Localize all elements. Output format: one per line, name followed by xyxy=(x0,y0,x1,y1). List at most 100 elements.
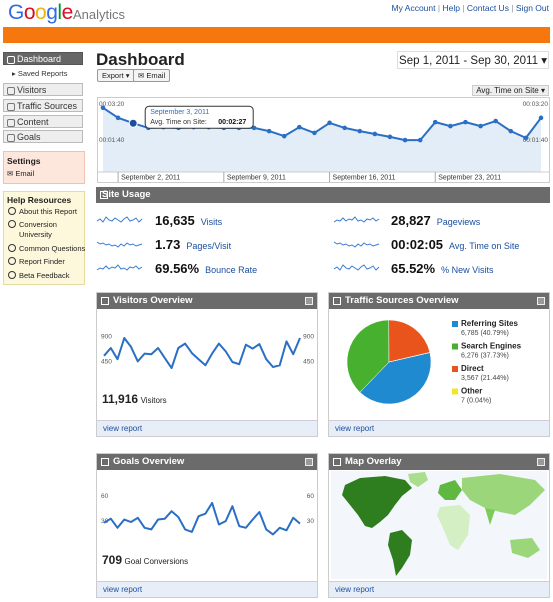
panel-header: Visitors Overview xyxy=(97,293,317,309)
help-item[interactable]: About this Report xyxy=(8,207,77,216)
nav-label: Traffic Sources xyxy=(17,101,78,111)
panel-footer: view report xyxy=(97,420,317,436)
nav-label: Visitors xyxy=(17,85,47,95)
nav-subitem[interactable]: ▸ Saved Reports xyxy=(12,69,68,78)
logo-letter: e xyxy=(61,1,74,24)
nav-item[interactable]: Traffic Sources xyxy=(3,99,83,112)
nav-label: Content xyxy=(17,117,49,127)
header-links: My Account | Help | Contact Us | Sign Ou… xyxy=(391,3,549,13)
panel-footer: view report xyxy=(329,420,549,436)
metric: 65.52% % New Visits xyxy=(391,261,493,276)
header-link[interactable]: My Account xyxy=(391,3,436,13)
button-label: Export xyxy=(102,71,124,80)
metric-label[interactable]: % New Visits xyxy=(441,265,494,275)
panel-title: Goals Overview xyxy=(113,456,185,467)
metric-value: 00:02:05 xyxy=(391,237,444,252)
metric-label[interactable]: Bounce Rate xyxy=(205,265,258,275)
panel-total: 11,916 Visitors xyxy=(102,392,167,406)
date-range-text: Sep 1, 2011 - Sep 30, 2011 xyxy=(399,55,538,67)
close-button[interactable] xyxy=(305,297,313,305)
logo-letter: G xyxy=(8,1,24,24)
metric-label[interactable]: Visits xyxy=(200,217,223,227)
nav-item[interactable]: Content xyxy=(3,115,83,128)
panel: Visitors Overview 11,916 Visitors view r… xyxy=(96,292,318,437)
metric-value: 65.52% xyxy=(391,261,436,276)
panel-header: Goals Overview xyxy=(97,454,317,470)
close-button[interactable] xyxy=(305,458,313,466)
section-title: Site Usage xyxy=(102,189,151,200)
help-box xyxy=(3,191,85,285)
panel: Map Overlay view report xyxy=(328,453,550,598)
product-name: Analytics xyxy=(73,7,126,22)
email-button[interactable]: ✉ Email xyxy=(133,69,171,82)
button-label: Email xyxy=(146,71,166,80)
sparkline xyxy=(96,264,143,271)
view-report-link[interactable]: view report xyxy=(335,424,375,433)
panel-header: Traffic Sources Overview xyxy=(329,293,549,309)
metric: 69.56% Bounce Rate xyxy=(155,261,257,276)
view-report-link[interactable]: view report xyxy=(103,424,143,433)
metric-value: 69.56% xyxy=(155,261,200,276)
nav-item[interactable]: Goals xyxy=(3,130,83,143)
logo-letter: o xyxy=(35,1,47,24)
nav-item[interactable]: Visitors xyxy=(3,83,83,96)
view-report-link[interactable]: view report xyxy=(103,585,143,594)
panel-header: Map Overlay xyxy=(329,454,549,470)
help-item[interactable]: Conversion University xyxy=(8,220,89,240)
nav-label: Dashboard xyxy=(17,54,62,64)
metric-value: 28,827 xyxy=(391,213,431,228)
date-range[interactable]: Sep 1, 2011 - Sep 30, 2011 ▾ xyxy=(397,51,549,69)
metric: 16,635 Visits xyxy=(155,213,222,228)
header-link[interactable]: Help xyxy=(442,3,460,13)
metric-text: Avg. Time on Site xyxy=(476,86,539,95)
panel-total: 709 Goal Conversions xyxy=(102,553,188,567)
total-value: 11,916 xyxy=(102,392,139,406)
view-report-link[interactable]: view report xyxy=(335,585,375,594)
panel: Traffic Sources Overview view report xyxy=(328,292,550,437)
metric-selector[interactable]: Avg. Time on Site ▾ xyxy=(472,85,549,96)
total-label: Goal Conversions xyxy=(124,557,189,566)
logo-letter: g xyxy=(46,1,58,24)
metric-label[interactable]: Pageviews xyxy=(436,217,481,227)
metric-label[interactable]: Avg. Time on Site xyxy=(449,241,520,251)
help-title: Help Resources xyxy=(7,195,72,205)
section-header: Site Usage xyxy=(96,187,550,203)
panel-title: Map Overlay xyxy=(345,456,402,467)
logo: Google xyxy=(8,1,73,25)
main-chart-frame xyxy=(97,97,550,183)
export-button[interactable]: Export ▾ xyxy=(97,69,135,82)
orange-bar xyxy=(3,27,550,43)
metric: 28,827 Pageviews xyxy=(391,213,480,228)
metric-label[interactable]: Pages/Visit xyxy=(186,241,232,251)
metric: 1.73 Pages/Visit xyxy=(155,237,231,252)
total-value: 709 xyxy=(102,553,123,567)
help-item[interactable]: Common Questions xyxy=(8,244,85,253)
settings-item[interactable]: ✉ Email xyxy=(7,169,35,178)
nav-item[interactable]: Dashboard xyxy=(3,52,83,65)
page-title: Dashboard xyxy=(96,50,185,69)
sparkline xyxy=(333,264,380,271)
settings-label: Email xyxy=(15,169,35,178)
help-item[interactable]: Report Finder xyxy=(8,257,65,266)
help-item[interactable]: Beta Feedback xyxy=(8,271,69,280)
panel-title: Visitors Overview xyxy=(113,295,193,306)
panel: Goals Overview 709 Goal Conversions view… xyxy=(96,453,318,598)
logo-letter: o xyxy=(23,1,36,24)
metric-value: 1.73 xyxy=(155,237,181,252)
total-label: Visitors xyxy=(140,396,167,405)
logo-letter: l xyxy=(57,1,62,24)
sparkline xyxy=(96,216,143,223)
settings-box xyxy=(3,151,85,184)
metric: 00:02:05 Avg. Time on Site xyxy=(391,237,519,252)
panel-footer: view report xyxy=(97,581,317,597)
close-button[interactable] xyxy=(537,297,545,305)
panel-footer: view report xyxy=(329,581,549,597)
header-link[interactable]: Contact Us xyxy=(466,3,509,13)
sparkline xyxy=(333,216,380,223)
nav-label: Goals xyxy=(17,132,41,142)
header-link[interactable]: Sign Out xyxy=(515,3,549,13)
close-button[interactable] xyxy=(537,458,545,466)
nav-label: Saved Reports xyxy=(17,69,68,78)
sparkline xyxy=(333,241,380,248)
